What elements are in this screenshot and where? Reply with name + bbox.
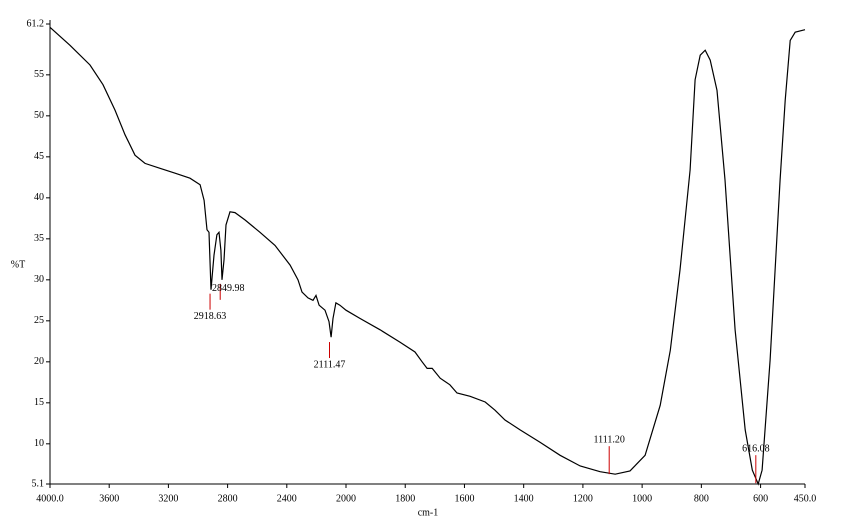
x-tick-label: 4000.0 bbox=[36, 493, 64, 504]
y-tick-label: 50 bbox=[34, 110, 44, 121]
x-axis-label: cm-1 bbox=[418, 507, 439, 518]
x-tick-label: 3200 bbox=[158, 493, 178, 504]
x-tick-label: 450.0 bbox=[794, 493, 817, 504]
y-tick-label: 35 bbox=[34, 233, 44, 244]
y-axis-label: %T bbox=[11, 259, 25, 270]
x-tick-label: 1400 bbox=[514, 493, 534, 504]
x-tick-label: 1200 bbox=[573, 493, 593, 504]
y-tick-label: 40 bbox=[34, 192, 44, 203]
y-tick-label: 30 bbox=[34, 274, 44, 285]
y-tick-label: 15 bbox=[34, 397, 44, 408]
y-tick-label: 45 bbox=[34, 151, 44, 162]
peak-label: 2918.63 bbox=[194, 311, 227, 322]
x-tick-label: 2800 bbox=[218, 493, 238, 504]
x-tick-label: 1600 bbox=[454, 493, 474, 504]
x-tick-label: 1800 bbox=[395, 493, 415, 504]
y-tick-label: 10 bbox=[34, 438, 44, 449]
y-tick-label: 20 bbox=[34, 356, 44, 367]
y-tick-label: 25 bbox=[34, 315, 44, 326]
spectrum-line bbox=[49, 26, 806, 486]
x-tick-label: 2000 bbox=[336, 493, 356, 504]
x-tick-label: 600 bbox=[753, 493, 768, 504]
x-tick-label: 2400 bbox=[277, 493, 297, 504]
peak-label: 2849.98 bbox=[212, 283, 245, 294]
y-tick-label: 55 bbox=[34, 69, 44, 80]
peak-label: 1111.20 bbox=[594, 434, 625, 445]
x-tick-label: 800 bbox=[694, 493, 709, 504]
y-tick-label: 61.2 bbox=[27, 18, 45, 29]
peak-label: 616.08 bbox=[742, 443, 770, 454]
y-tick-label: 5.1 bbox=[32, 478, 45, 489]
x-tick-label: 3600 bbox=[99, 493, 119, 504]
peak-label: 2111.47 bbox=[314, 359, 346, 370]
x-tick-label: 1000 bbox=[632, 493, 652, 504]
